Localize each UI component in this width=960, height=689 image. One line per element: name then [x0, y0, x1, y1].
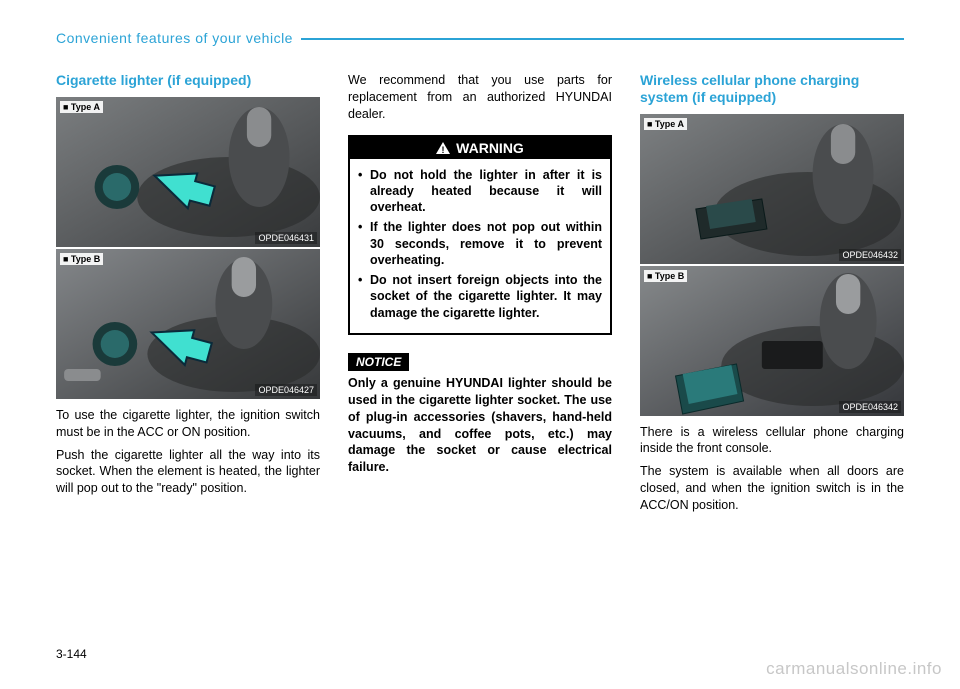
warning-box: ! WARNING Do not hold the lighter in aft…	[348, 135, 612, 335]
figure-code-label: OPDE046431	[255, 232, 317, 244]
paragraph: To use the cigarette lighter, the igniti…	[56, 407, 320, 441]
section-title-wireless-charging: Wireless cellular phone charging system …	[640, 72, 904, 106]
page-header: Convenient features of your vehicle	[56, 30, 904, 46]
warning-item: If the lighter does not pop out within 3…	[358, 219, 602, 268]
paragraph: We recommend that you use parts for repl…	[348, 72, 612, 123]
warning-triangle-icon: !	[436, 142, 450, 154]
column-1: Cigarette lighter (if equipped)	[56, 72, 320, 514]
figure-wireless-type-a: ■ Type A OPDE046432	[640, 114, 904, 264]
paragraph: There is a wireless cellular phone charg…	[640, 424, 904, 458]
figure-code-label: OPDE046432	[839, 249, 901, 261]
warning-body: Do not hold the lighter in after it is a…	[350, 159, 610, 333]
page-number: 3-144	[56, 647, 87, 661]
illustration-wireless-a	[640, 114, 904, 264]
watermark: carmanualsonline.info	[766, 659, 942, 679]
column-2: We recommend that you use parts for repl…	[348, 72, 612, 514]
illustration-cigarette-b	[56, 249, 320, 399]
warning-item: Do not hold the lighter in after it is a…	[358, 167, 602, 216]
header-title: Convenient features of your vehicle	[56, 30, 301, 46]
warning-header: ! WARNING	[350, 137, 610, 159]
paragraph: The system is available when all doors a…	[640, 463, 904, 514]
section-title-cigarette-lighter: Cigarette lighter (if equipped)	[56, 72, 320, 89]
figure-type-label: ■ Type B	[644, 270, 687, 282]
figure-cigarette-type-a: ■ Type A OPDE046431	[56, 97, 320, 247]
figure-type-label: ■ Type A	[644, 118, 687, 130]
figure-wireless-type-b: ■ Type B OPDE046342	[640, 266, 904, 416]
illustration-cigarette-a	[56, 97, 320, 247]
notice-label: NOTICE	[348, 353, 409, 371]
paragraph: Push the cigarette lighter all the way i…	[56, 447, 320, 498]
figure-type-label: ■ Type A	[60, 101, 103, 113]
svg-text:!: !	[442, 145, 445, 154]
notice-body: Only a genuine HYUNDAI lighter should be…	[348, 375, 612, 476]
figure-code-label: OPDE046342	[839, 401, 901, 413]
figure-type-label: ■ Type B	[60, 253, 103, 265]
content-columns: Cigarette lighter (if equipped)	[56, 72, 904, 514]
warning-label: WARNING	[456, 140, 524, 156]
figure-cigarette-type-b: ■ Type B OPDE046427	[56, 249, 320, 399]
header-rule	[301, 38, 904, 40]
illustration-wireless-b	[640, 266, 904, 416]
figure-code-label: OPDE046427	[255, 384, 317, 396]
column-3: Wireless cellular phone charging system …	[640, 72, 904, 514]
warning-item: Do not insert foreign objects into the s…	[358, 272, 602, 321]
